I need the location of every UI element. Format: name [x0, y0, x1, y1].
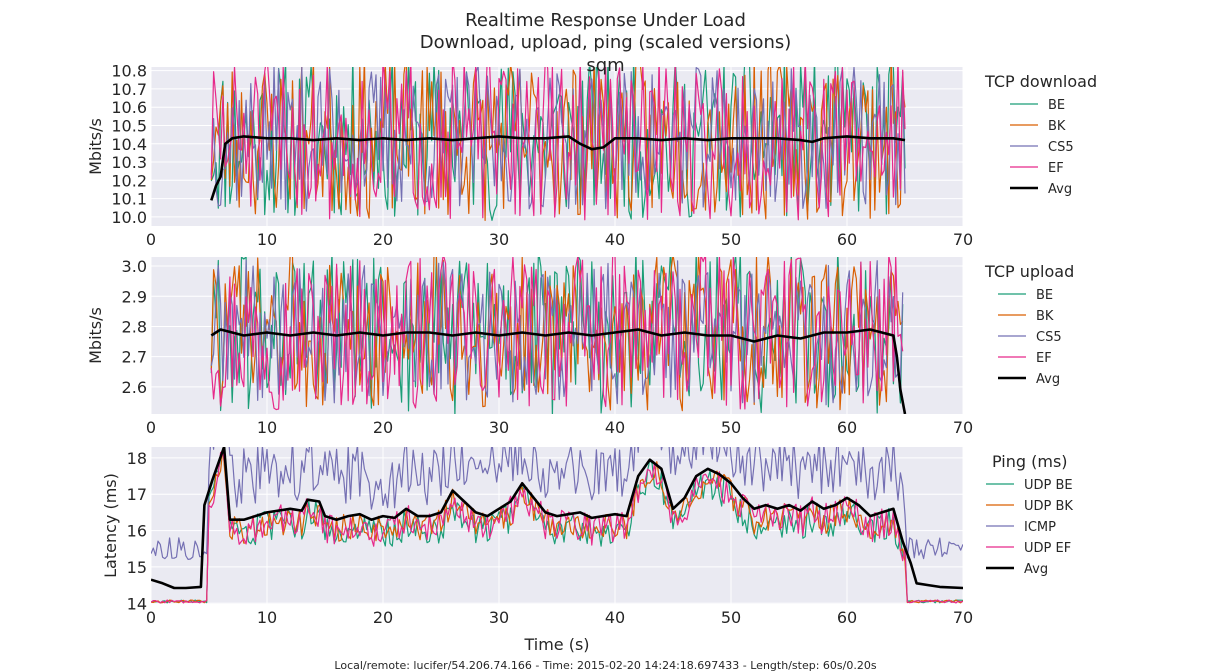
- y-tick-label: 2.7: [122, 348, 147, 367]
- y-tick-label: 10.8: [111, 62, 147, 81]
- y-axis-label: Latency (ms): [101, 473, 120, 578]
- legend: TCP upload BE BK CS5 EF Avg: [984, 262, 1074, 387]
- legend-entry-label: UDP BK: [1024, 499, 1073, 514]
- legend-entry-label: BE: [1036, 288, 1053, 303]
- legend: TCP download BE BK CS5 EF Avg: [984, 72, 1097, 197]
- chart-subtitle: Download, upload, ping (scaled versions): [419, 32, 792, 53]
- y-tick-label: 10.4: [111, 135, 147, 154]
- x-tick-label: 70: [953, 418, 973, 437]
- y-tick-label: 14: [127, 594, 147, 613]
- legend-entry-label: UDP EF: [1024, 541, 1071, 556]
- series-group: [151, 447, 963, 604]
- x-tick-label: 10: [257, 230, 277, 249]
- y-tick-label: 3.0: [122, 257, 147, 276]
- y-tick-label: 2.8: [122, 317, 147, 336]
- y-tick-label: 10.0: [111, 208, 147, 227]
- series-line-udp-ef: [151, 451, 963, 604]
- footer-metadata: Local/remote: lucifer/54.206.74.166 - Ti…: [334, 659, 877, 672]
- y-tick-label: 10.5: [111, 116, 147, 135]
- series-line-cs5: [210, 67, 906, 212]
- y-tick-label: 10.2: [111, 171, 147, 190]
- chart-title: Realtime Response Under Load: [465, 10, 746, 31]
- legend-title: TCP upload: [984, 262, 1074, 281]
- y-tick-label: 18: [127, 449, 147, 468]
- x-axis-label: Time (s): [523, 635, 589, 654]
- legend-entry-label: UDP BE: [1024, 478, 1073, 493]
- y-tick-label: 10.1: [111, 190, 147, 209]
- x-tick-label: 70: [953, 230, 973, 249]
- legend-title: TCP download: [984, 72, 1097, 91]
- legend-entry-label: Avg: [1048, 182, 1072, 197]
- chart-subtitle-host: sqm: [586, 55, 625, 76]
- x-tick-label: 50: [721, 608, 741, 627]
- x-tick-label: 10: [257, 608, 277, 627]
- x-tick-label: 0: [146, 230, 156, 249]
- y-tick-label: 2.6: [122, 378, 147, 397]
- series-group: [210, 67, 906, 221]
- series-group: [210, 257, 907, 414]
- y-axis-label: Mbits/s: [86, 307, 105, 364]
- series-line-ef: [210, 67, 906, 221]
- legend-title: Ping (ms): [992, 452, 1068, 471]
- y-tick-label: 10.7: [111, 80, 147, 99]
- x-tick-label: 0: [146, 608, 156, 627]
- series-line-ef: [210, 257, 904, 411]
- x-tick-label: 40: [605, 230, 625, 249]
- x-tick-label: 20: [373, 608, 393, 627]
- x-tick-label: 40: [605, 608, 625, 627]
- x-tick-label: 40: [605, 418, 625, 437]
- panel-1: 0 10 20 30 40 50 60 7010.010.110.210.310.410.51…: [86, 62, 1097, 249]
- legend-entry-label: CS5: [1036, 330, 1062, 345]
- x-tick-label: 60: [837, 608, 857, 627]
- legend-entry-label: Avg: [1024, 562, 1048, 577]
- y-tick-label: 10.6: [111, 98, 147, 117]
- x-tick-label: 0: [146, 418, 156, 437]
- x-tick-label: 60: [837, 230, 857, 249]
- y-tick-label: 2.9: [122, 287, 147, 306]
- legend-entry-label: EF: [1036, 351, 1052, 366]
- x-tick-label: 60: [837, 418, 857, 437]
- series-line-avg: [210, 135, 906, 201]
- legend-entry-label: Avg: [1036, 372, 1060, 387]
- series-line-udp-bk: [151, 448, 963, 604]
- series-line-avg: [151, 447, 963, 590]
- y-axis-label: Mbits/s: [86, 118, 105, 175]
- series-line-icmp: [151, 447, 963, 560]
- y-tick-label: 10.3: [111, 153, 147, 172]
- legend-entry-label: BK: [1036, 309, 1054, 324]
- x-tick-label: 30: [489, 418, 509, 437]
- legend-entry-label: BE: [1048, 98, 1065, 113]
- x-tick-label: 10: [257, 418, 277, 437]
- panel-2: 0 10 20 30 40 50 60 70 2.6 2.7 2.8 2.9 3.0 Mbits/s TCP…: [86, 257, 1074, 437]
- y-tick-label: 17: [127, 485, 147, 504]
- legend-entry-label: BK: [1048, 119, 1066, 134]
- x-tick-label: 20: [373, 230, 393, 249]
- x-tick-label: 50: [721, 418, 741, 437]
- legend-entry-label: ICMP: [1024, 520, 1056, 535]
- x-tick-label: 70: [953, 608, 973, 627]
- x-tick-label: 50: [721, 230, 741, 249]
- panel-3: 0 10 20 30 40 50 60 70 14 15 16 17 18 Latency (ms) Tim…: [101, 447, 1073, 654]
- series-line-avg: [210, 328, 907, 414]
- y-tick-label: 16: [127, 522, 147, 541]
- x-tick-label: 30: [489, 230, 509, 249]
- y-tick-label: 15: [127, 558, 147, 577]
- legend-entry-label: EF: [1048, 161, 1064, 176]
- x-tick-label: 20: [373, 418, 393, 437]
- legend: Ping (ms) UDP BE UDP BK ICMP UDP EF Avg: [986, 452, 1073, 577]
- x-tick-label: 30: [489, 608, 509, 627]
- legend-entry-label: CS5: [1048, 140, 1074, 155]
